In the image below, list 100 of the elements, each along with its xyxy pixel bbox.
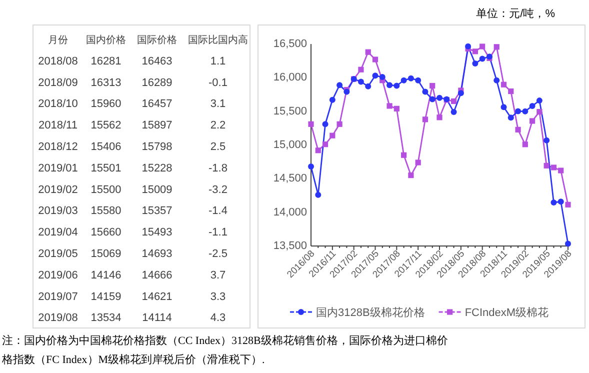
data-label: -1.8 xyxy=(208,162,228,174)
data-label: 14621 xyxy=(142,290,172,303)
data-label: -3.2 xyxy=(208,184,228,196)
point xyxy=(422,88,428,95)
y-tick-label: 16,500 xyxy=(273,38,307,50)
data-label: 15501 xyxy=(90,162,122,174)
point xyxy=(394,82,400,89)
y-tick-label: 16,000 xyxy=(273,72,307,84)
text: 国际比国内高 xyxy=(188,34,248,46)
point xyxy=(372,56,378,62)
point xyxy=(408,172,414,178)
category-label: 2019/04 xyxy=(38,226,78,239)
y-tick-label: 14,000 xyxy=(273,206,307,218)
data-label: 15660 xyxy=(90,226,122,239)
category-label: 2018/08 xyxy=(38,55,78,68)
point xyxy=(530,118,536,124)
y-tick-label: 14,500 xyxy=(273,172,307,185)
point xyxy=(365,83,372,90)
category-label: 2018/09 xyxy=(38,76,78,89)
point xyxy=(472,48,478,54)
point xyxy=(394,106,400,112)
data-label: -1.1 xyxy=(208,226,228,239)
point xyxy=(558,198,564,205)
point xyxy=(480,44,486,50)
point xyxy=(450,98,457,104)
data-label: 3.7 xyxy=(210,269,226,282)
point xyxy=(522,142,528,148)
point xyxy=(330,132,336,138)
point xyxy=(508,114,514,121)
data-label: 15960 xyxy=(90,98,122,110)
data-label: 15562 xyxy=(90,120,122,132)
data-label: 16289 xyxy=(142,76,172,89)
point xyxy=(429,96,436,102)
y-tick-label: 13,500 xyxy=(273,240,307,252)
category-label: 2018/10 xyxy=(38,98,78,110)
point xyxy=(386,103,392,109)
data-label: 14693 xyxy=(142,248,172,260)
point xyxy=(544,162,550,168)
text: 注：国内价格为中国棉花价格指数（CC Index）3128B级棉花销售价格，国际价格为进口棉价 xyxy=(2,334,448,347)
data-label: 13534 xyxy=(90,312,122,324)
text: 月份 xyxy=(48,35,68,46)
data-label: 15493 xyxy=(142,226,172,239)
point xyxy=(465,43,472,50)
point xyxy=(479,56,486,62)
category-label: 2018/12 xyxy=(38,141,78,153)
point xyxy=(329,96,336,103)
point xyxy=(536,98,542,104)
point xyxy=(565,202,571,208)
data-label: 14159 xyxy=(90,290,122,303)
data-label: 15009 xyxy=(142,184,172,196)
data-label: 2.2 xyxy=(210,120,226,132)
data-label: 16313 xyxy=(90,76,122,89)
data-label: 15580 xyxy=(90,205,122,218)
category-label: 2019/03 xyxy=(38,205,78,218)
category-label: 2019/06 xyxy=(38,269,78,282)
data-label: 16463 xyxy=(142,55,172,68)
point xyxy=(436,114,442,120)
data-label: 3.3 xyxy=(210,290,226,303)
data-label: 15228 xyxy=(142,162,172,174)
data-label: 15069 xyxy=(90,248,122,260)
point xyxy=(408,75,414,82)
point xyxy=(365,49,371,55)
data-label: 14114 xyxy=(142,312,172,324)
point xyxy=(322,142,328,148)
category-label: 2019/08 xyxy=(38,312,78,324)
point xyxy=(494,77,500,84)
point xyxy=(458,90,464,96)
point xyxy=(522,108,528,114)
data-label: 16281 xyxy=(90,55,122,68)
point xyxy=(529,102,536,109)
data-label: -0.1 xyxy=(208,76,228,89)
point xyxy=(358,66,364,72)
text: 国内价格 xyxy=(86,34,126,46)
y-tick-label: 15,000 xyxy=(273,139,307,151)
text: 格指数（FC Index）M级棉花到岸税后价（滑准税下）. xyxy=(1,353,266,366)
data-label: -2.5 xyxy=(208,248,228,260)
point xyxy=(500,82,507,88)
point xyxy=(515,126,521,132)
legend-label: FCIndexM级棉花 xyxy=(464,306,549,319)
point xyxy=(515,108,522,114)
data-label: -1.4 xyxy=(208,205,228,218)
data-label: 2.5 xyxy=(210,141,226,153)
point xyxy=(544,137,550,144)
point xyxy=(336,82,343,88)
data-label: 15500 xyxy=(90,184,122,196)
data-label: 15406 xyxy=(90,141,122,153)
point xyxy=(536,109,542,115)
data-label: 4.3 xyxy=(210,312,226,324)
point xyxy=(415,77,422,84)
point xyxy=(386,82,393,88)
point xyxy=(450,109,457,116)
data-label: 1.1 xyxy=(210,55,226,68)
legend-label: 国内3128B级棉花价格 xyxy=(316,306,425,319)
point xyxy=(415,160,421,166)
data-label: 16457 xyxy=(142,98,172,110)
y-tick-label: 15,500 xyxy=(273,105,307,118)
point xyxy=(315,148,321,154)
point xyxy=(500,104,507,110)
data-label: 14146 xyxy=(90,269,122,282)
point xyxy=(322,121,328,128)
